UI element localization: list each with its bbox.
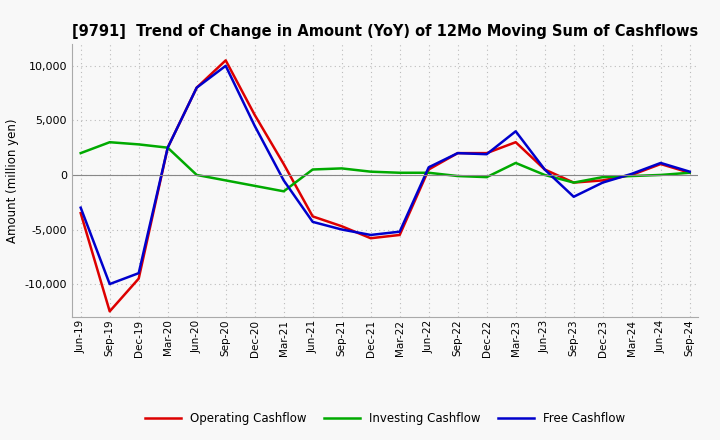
Free Cashflow [657,160,665,165]
Operating Cashflow [366,235,375,241]
Free Cashflow [135,271,143,276]
Free Cashflow [395,229,404,235]
Line: Free Cashflow: Free Cashflow [81,66,690,284]
Free Cashflow [192,85,201,90]
Operating Cashflow [454,150,462,156]
Free Cashflow [541,167,549,172]
Free Cashflow [424,165,433,170]
Free Cashflow [570,194,578,199]
Free Cashflow [511,128,520,134]
Operating Cashflow [424,167,433,172]
Investing Cashflow [279,189,288,194]
Operating Cashflow [251,112,259,117]
Free Cashflow [454,150,462,156]
Free Cashflow [685,169,694,174]
Operating Cashflow [163,145,172,150]
Investing Cashflow [598,175,607,180]
Investing Cashflow [395,170,404,176]
Investing Cashflow [338,166,346,171]
Free Cashflow [308,219,317,224]
Free Cashflow [627,171,636,176]
Operating Cashflow [627,172,636,178]
Y-axis label: Amount (million yen): Amount (million yen) [6,118,19,242]
Free Cashflow [163,145,172,150]
Line: Operating Cashflow: Operating Cashflow [81,60,690,312]
Investing Cashflow [627,173,636,179]
Investing Cashflow [135,142,143,147]
Title: [9791]  Trend of Change in Amount (YoY) of 12Mo Moving Sum of Cashflows: [9791] Trend of Change in Amount (YoY) o… [72,24,698,39]
Operating Cashflow [76,210,85,216]
Operating Cashflow [657,161,665,167]
Free Cashflow [598,180,607,185]
Investing Cashflow [424,170,433,176]
Investing Cashflow [366,169,375,174]
Operating Cashflow [482,150,491,156]
Free Cashflow [221,63,230,69]
Operating Cashflow [598,178,607,183]
Operating Cashflow [221,58,230,63]
Investing Cashflow [541,172,549,178]
Operating Cashflow [338,224,346,229]
Legend: Operating Cashflow, Investing Cashflow, Free Cashflow: Operating Cashflow, Investing Cashflow, … [145,412,625,425]
Free Cashflow [366,232,375,238]
Operating Cashflow [192,85,201,90]
Investing Cashflow [482,175,491,180]
Investing Cashflow [251,183,259,188]
Free Cashflow [251,123,259,128]
Free Cashflow [279,178,288,183]
Investing Cashflow [570,180,578,185]
Operating Cashflow [105,309,114,314]
Investing Cashflow [192,172,201,178]
Operating Cashflow [395,232,404,238]
Free Cashflow [338,227,346,232]
Investing Cashflow [454,173,462,179]
Operating Cashflow [308,214,317,219]
Investing Cashflow [511,160,520,165]
Operating Cashflow [135,276,143,281]
Investing Cashflow [308,167,317,172]
Investing Cashflow [76,150,85,156]
Investing Cashflow [685,170,694,176]
Operating Cashflow [541,167,549,172]
Line: Investing Cashflow: Investing Cashflow [81,142,690,191]
Investing Cashflow [105,139,114,145]
Operating Cashflow [279,161,288,167]
Free Cashflow [482,151,491,157]
Investing Cashflow [221,178,230,183]
Operating Cashflow [685,170,694,176]
Free Cashflow [76,205,85,210]
Investing Cashflow [657,172,665,178]
Operating Cashflow [511,139,520,145]
Investing Cashflow [163,145,172,150]
Free Cashflow [105,282,114,287]
Operating Cashflow [570,180,578,185]
